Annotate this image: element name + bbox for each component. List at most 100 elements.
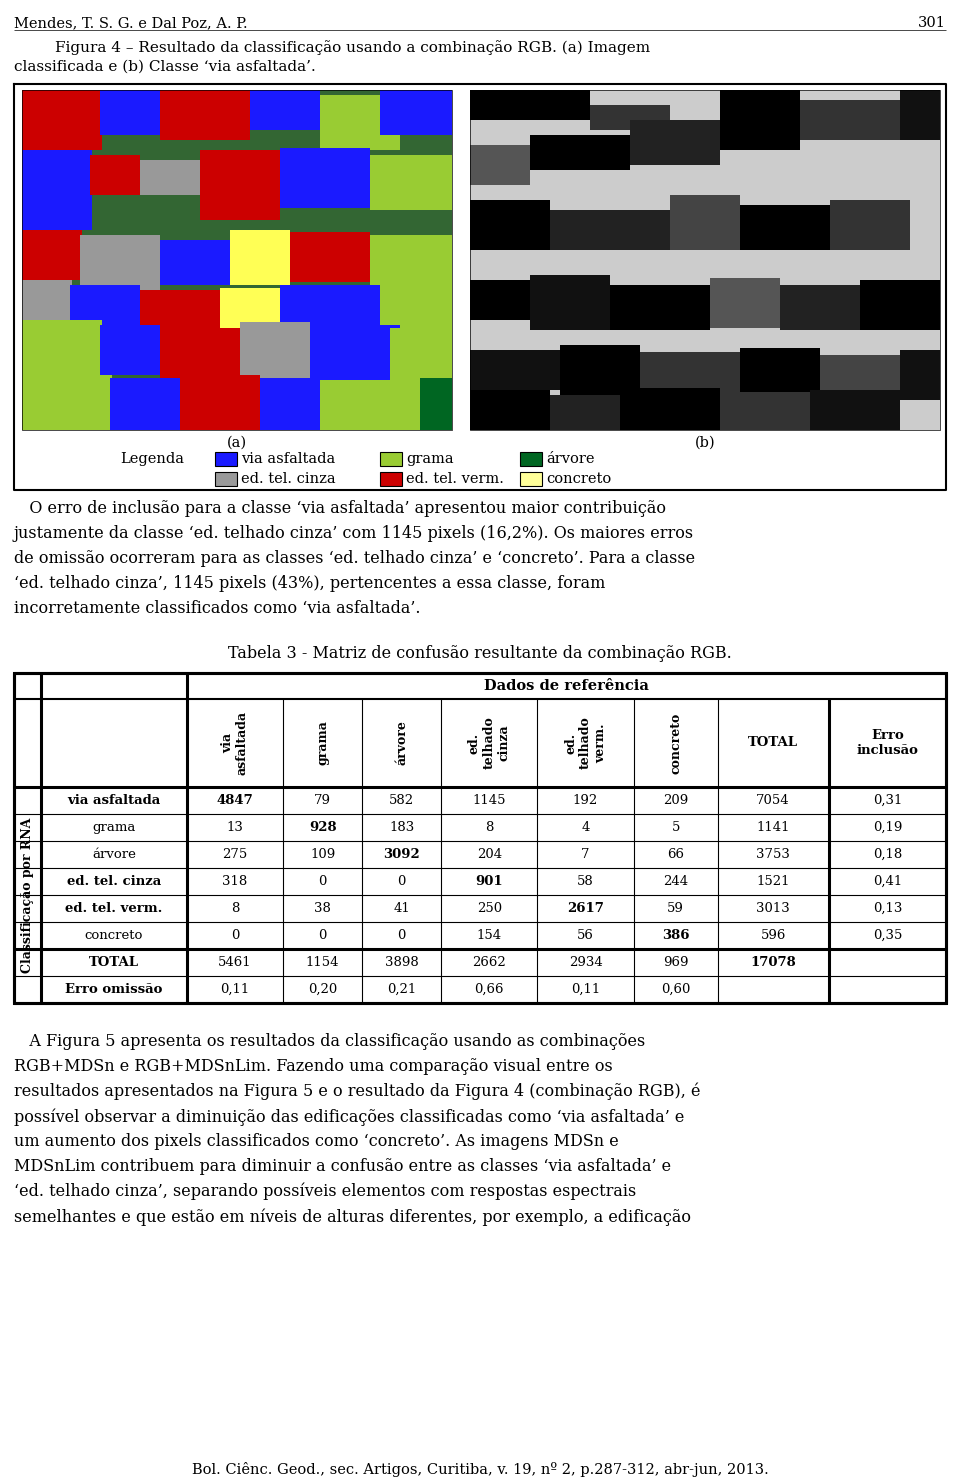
- Text: (a): (a): [227, 436, 247, 449]
- Text: RGB+MDSn e RGB+MDSnLim. Fazendo uma comparação visual entre os: RGB+MDSn e RGB+MDSnLim. Fazendo uma comp…: [14, 1057, 612, 1075]
- Text: O erro de inclusão para a classe ‘via asfaltada’ apresentou maior contribuição: O erro de inclusão para a classe ‘via as…: [14, 500, 666, 518]
- Bar: [140, 291, 220, 350]
- Bar: [260, 378, 320, 430]
- Text: 301: 301: [918, 16, 946, 30]
- Text: 183: 183: [389, 822, 414, 833]
- Bar: [550, 394, 620, 430]
- Bar: [14, 673, 946, 1003]
- Bar: [710, 277, 780, 328]
- Text: 2934: 2934: [568, 957, 603, 968]
- Text: árvore: árvore: [396, 721, 408, 765]
- Text: 0,21: 0,21: [387, 983, 417, 997]
- Bar: [240, 322, 310, 383]
- Text: Dados de referência: Dados de referência: [484, 679, 649, 693]
- Text: 0,11: 0,11: [571, 983, 600, 997]
- Text: 1145: 1145: [472, 793, 506, 807]
- Bar: [280, 148, 370, 208]
- Text: 0,11: 0,11: [221, 983, 250, 997]
- Bar: [22, 90, 452, 430]
- Bar: [640, 351, 740, 397]
- Bar: [530, 135, 630, 171]
- Bar: [470, 90, 940, 430]
- Bar: [70, 285, 140, 335]
- Bar: [820, 354, 900, 400]
- Bar: [380, 472, 402, 486]
- Bar: [380, 291, 452, 340]
- Bar: [140, 160, 200, 194]
- Text: 1521: 1521: [756, 875, 790, 888]
- Bar: [220, 288, 280, 334]
- Text: 66: 66: [667, 848, 684, 862]
- Bar: [900, 350, 940, 400]
- Text: 4847: 4847: [217, 793, 253, 807]
- Bar: [110, 378, 180, 430]
- Bar: [380, 90, 452, 135]
- Bar: [550, 211, 670, 251]
- Bar: [310, 325, 400, 380]
- Text: 204: 204: [477, 848, 502, 862]
- Bar: [470, 145, 530, 185]
- Text: árvore: árvore: [546, 452, 594, 466]
- Bar: [250, 90, 320, 131]
- Text: 0: 0: [397, 928, 406, 942]
- Text: Figura 4 – Resultado da classificação usando a combinação RGB. (a) Imagem: Figura 4 – Resultado da classificação us…: [55, 40, 650, 55]
- Text: ed.
telhado
verm.: ed. telhado verm.: [564, 716, 607, 770]
- Bar: [230, 230, 290, 285]
- Text: 59: 59: [667, 902, 684, 915]
- Bar: [720, 392, 810, 430]
- Bar: [22, 280, 72, 320]
- Bar: [215, 472, 237, 486]
- Bar: [530, 274, 610, 331]
- Bar: [470, 90, 590, 120]
- Text: Tabela 3 - Matriz de confusão resultante da combinação RGB.: Tabela 3 - Matriz de confusão resultante…: [228, 645, 732, 661]
- Text: 13: 13: [227, 822, 244, 833]
- Bar: [740, 205, 830, 251]
- Text: 250: 250: [477, 902, 502, 915]
- Text: 596: 596: [760, 928, 786, 942]
- Bar: [290, 231, 370, 282]
- Text: semelhantes e que estão em níveis de alturas diferentes, por exemplo, a edificaç: semelhantes e que estão em níveis de alt…: [14, 1209, 691, 1225]
- Bar: [100, 325, 160, 375]
- Text: TOTAL: TOTAL: [89, 957, 139, 968]
- Text: ed. tel. cinza: ed. tel. cinza: [241, 472, 336, 486]
- Text: 386: 386: [661, 928, 689, 942]
- Text: 17078: 17078: [751, 957, 796, 968]
- Bar: [22, 90, 452, 430]
- Text: ed.
telhado
cinza: ed. telhado cinza: [468, 716, 511, 770]
- Text: árvore: árvore: [92, 848, 136, 862]
- Text: 0,41: 0,41: [873, 875, 902, 888]
- Text: 2617: 2617: [567, 902, 604, 915]
- Bar: [160, 240, 230, 285]
- Text: A Figura 5 apresenta os resultados da classificação usando as combinações: A Figura 5 apresenta os resultados da cl…: [14, 1034, 645, 1050]
- Text: ‘ed. telhado cinza’, separando possíveis elementos com respostas espectrais: ‘ed. telhado cinza’, separando possíveis…: [14, 1183, 636, 1201]
- Text: 5: 5: [671, 822, 680, 833]
- Text: MDSnLim contribuem para diminuir a confusão entre as classes ‘via asfaltada’ e: MDSnLim contribuem para diminuir a confu…: [14, 1158, 671, 1175]
- Bar: [470, 350, 560, 390]
- Bar: [810, 390, 900, 430]
- Text: 38: 38: [314, 902, 331, 915]
- Bar: [370, 234, 452, 295]
- Bar: [860, 280, 940, 331]
- Text: 3013: 3013: [756, 902, 790, 915]
- Text: 0,35: 0,35: [873, 928, 902, 942]
- Bar: [22, 230, 82, 280]
- Bar: [320, 95, 400, 150]
- Text: justamente da classe ‘ed. telhado cinza’ com 1145 pixels (16,2%). Os maiores err: justamente da classe ‘ed. telhado cinza’…: [14, 525, 694, 541]
- Text: Bol. Ciênc. Geod., sec. Artigos, Curitiba, v. 19, nº 2, p.287-312, abr-jun, 2013: Bol. Ciênc. Geod., sec. Artigos, Curitib…: [192, 1462, 768, 1477]
- Text: ed. tel. cinza: ed. tel. cinza: [67, 875, 161, 888]
- Text: 0: 0: [230, 928, 239, 942]
- Bar: [470, 200, 550, 251]
- Text: 3898: 3898: [385, 957, 419, 968]
- Text: 0,60: 0,60: [661, 983, 690, 997]
- Text: 2662: 2662: [472, 957, 506, 968]
- Bar: [740, 349, 820, 400]
- Bar: [160, 328, 240, 383]
- Text: 58: 58: [577, 875, 594, 888]
- Bar: [610, 285, 710, 331]
- Bar: [80, 234, 160, 295]
- Text: 79: 79: [314, 793, 331, 807]
- Text: 109: 109: [310, 848, 335, 862]
- Text: 275: 275: [223, 848, 248, 862]
- Text: 0,19: 0,19: [873, 822, 902, 833]
- Text: 0,18: 0,18: [873, 848, 902, 862]
